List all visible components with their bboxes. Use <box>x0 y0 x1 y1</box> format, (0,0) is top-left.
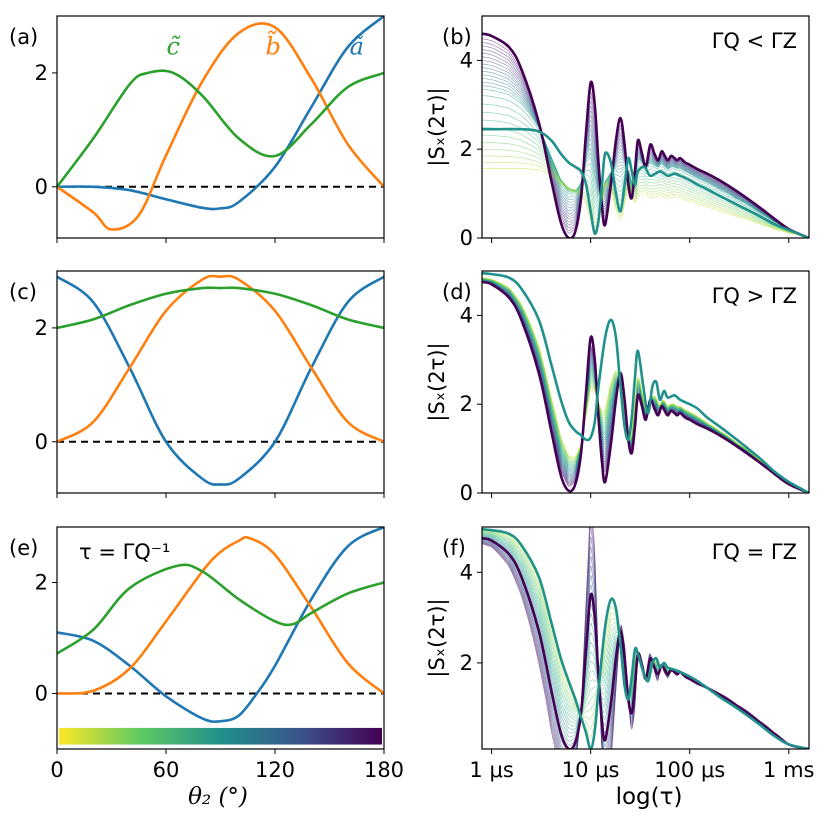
panel-annotation: ΓQ = ΓZ <box>712 540 797 564</box>
panel-annotation: ΓQ < ΓZ <box>712 29 797 53</box>
series-b-line <box>57 535 384 695</box>
y-axis-label: |Sₓ(2τ)| <box>425 87 450 166</box>
y-axis-label: |Sₓ(2τ)| <box>425 342 450 421</box>
curve-label: c̃ <box>167 33 182 61</box>
y-tick-label: 4 <box>460 303 473 327</box>
y-tick-label: 2 <box>460 137 473 161</box>
fan-curve <box>482 535 809 749</box>
axes-frame <box>56 15 385 239</box>
y-tick-label: 0 <box>460 481 473 505</box>
series-dark-line <box>482 280 809 493</box>
axes-frame <box>481 15 810 239</box>
curve-label: ã <box>350 33 364 61</box>
x-tick-label: 10 μs <box>562 758 620 782</box>
x-tick-label: 1 μs <box>469 758 513 782</box>
x-tick-label: 180 <box>364 758 404 782</box>
fan-curve <box>482 532 809 749</box>
series-dark-line <box>482 32 809 238</box>
y-tick-label: 0 <box>35 430 48 454</box>
panel-b: 0 2 4(b) ΓQ < ΓZ |Sₓ(2τ)| <box>425 15 810 250</box>
panel-label: (f) <box>442 536 466 560</box>
fan-curve <box>482 535 809 749</box>
fan-curve <box>482 141 809 238</box>
series-c-line <box>57 286 384 330</box>
y-tick-label: 2 <box>35 61 48 85</box>
x-tick-label: 120 <box>255 758 295 782</box>
axes-frame <box>481 270 810 494</box>
x-tick-label: 60 <box>153 758 180 782</box>
y-tick-label: 2 <box>460 651 473 675</box>
panel-annotation: τ = ΓQ⁻¹ <box>79 540 170 564</box>
panel-label: (a) <box>9 25 38 49</box>
y-tick-label: 4 <box>460 560 473 584</box>
fan-curve <box>482 531 809 749</box>
panel-label: (b) <box>442 25 472 49</box>
y-tick-label: 2 <box>460 392 473 416</box>
panel-f: 2 4 1 μs 10 μs 100 μs 1 ms (f) ΓQ = ΓZ |Sₓ(2τ)| <box>425 526 814 782</box>
fan-curve <box>482 127 809 238</box>
series-c-line <box>57 69 384 189</box>
colorbar <box>59 727 382 745</box>
x-tick-label: 100 μs <box>654 758 725 782</box>
panel-c: 0 2 (c) <box>9 270 385 498</box>
fan-curve <box>482 540 809 749</box>
axes-frame <box>481 526 810 750</box>
series-teal-line <box>482 127 809 238</box>
panel-annotation: ΓQ > ΓZ <box>712 284 797 308</box>
fan-curve <box>482 538 809 749</box>
series-a-line <box>57 527 384 723</box>
series-teal-line <box>482 527 809 749</box>
panel-label: (e) <box>9 536 38 560</box>
y-axis-label: |Sₓ(2τ)| <box>425 598 450 677</box>
y-tick-label: 0 <box>460 226 473 250</box>
axes-frame <box>56 526 385 750</box>
series-a-line <box>57 16 384 211</box>
right-x-axis-label: log(τ) <box>616 784 683 810</box>
panel-d: 0 2 4(d) ΓQ > ΓZ |Sₓ(2τ)| <box>425 270 810 505</box>
x-tick-label: 1 ms <box>763 758 814 782</box>
series-b-line <box>57 22 384 231</box>
fan-curve <box>482 155 809 238</box>
fan-curve <box>482 148 809 238</box>
series-c-line <box>57 563 384 655</box>
panel-label: (c) <box>9 280 37 304</box>
series-a-line <box>57 275 384 486</box>
y-tick-label: 0 <box>35 175 48 199</box>
fan-curve <box>482 277 809 493</box>
y-tick-label: 2 <box>35 571 48 595</box>
left-x-axis-label: θ₂ (°) <box>188 784 248 810</box>
series-b-line <box>57 274 384 444</box>
series-teal-line <box>482 271 809 493</box>
fan-curve <box>482 532 809 749</box>
y-tick-label: 4 <box>460 48 473 72</box>
panel-a: 0 2 (a) c̃ b̃ ã <box>9 15 385 243</box>
fan-curve <box>482 161 809 238</box>
y-tick-label: 0 <box>35 682 48 706</box>
panel-e: 0 2 0 60 120 180 (e) τ = ΓQ⁻¹ <box>9 526 404 782</box>
fan-curve <box>482 134 809 238</box>
panel-label: (d) <box>442 280 472 304</box>
curve-label: b̃ <box>265 30 280 61</box>
axes-frame <box>56 270 385 494</box>
fan-curve <box>482 168 809 238</box>
y-tick-label: 2 <box>35 316 48 340</box>
x-tick-label: 0 <box>50 758 63 782</box>
